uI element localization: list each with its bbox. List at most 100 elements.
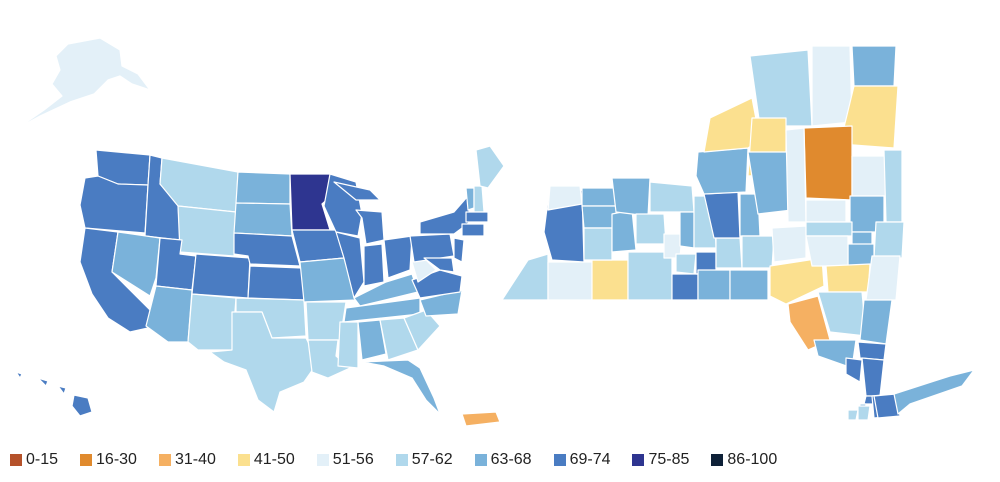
ny-county-kings: [857, 405, 871, 421]
ny-county-chemung: [671, 273, 699, 301]
state-mississippi: [337, 321, 359, 369]
ny-county-schuyler: [675, 253, 697, 275]
state-nebraska: [233, 232, 301, 267]
ny-county-putnam: [857, 341, 887, 361]
choropleth-map: [15, 37, 975, 427]
state-indiana: [363, 243, 385, 287]
legend-swatch: [10, 454, 22, 466]
state-colorado: [191, 253, 251, 299]
ny-county-allegany: [591, 259, 629, 301]
legend-item: 69-74: [553, 451, 611, 469]
legend-label: 16-30: [96, 451, 137, 468]
state-alaska: [17, 37, 151, 129]
state-north-dakota: [235, 171, 291, 205]
ny-county-washington: [883, 149, 903, 223]
ny-county-warren: [851, 155, 889, 197]
state-louisiana: [307, 339, 351, 379]
ny-county-monroe: [611, 177, 651, 217]
legend-item: 86-100: [711, 451, 777, 469]
legend-swatch: [632, 454, 645, 466]
state-new-mexico: [187, 293, 237, 351]
ny-counties-layer: [501, 45, 975, 421]
ny-county-essex: [839, 85, 899, 149]
state-puerto-rico: [461, 411, 501, 427]
ny-county-broome: [729, 269, 769, 301]
state-wyoming: [177, 205, 237, 257]
state-ohio: [383, 235, 413, 279]
state-florida: [361, 359, 441, 415]
state-massachusetts: [465, 211, 489, 223]
legend-item: 57-62: [395, 451, 453, 469]
legend-item: 63-68: [474, 451, 532, 469]
legend-swatch: [395, 454, 408, 466]
us-states-layer: [15, 37, 505, 427]
ny-county-wayne: [649, 181, 695, 213]
legend-swatch: [553, 454, 566, 466]
ny-county-suffolk: [893, 369, 975, 415]
ny-county-richmond: [847, 409, 859, 421]
legend-swatch: [158, 454, 171, 466]
state-wisconsin: [323, 173, 363, 237]
legend: 0-15 16-30 31-40 41-50 51-56 57-62 63-68 69-74 7…: [10, 448, 799, 472]
legend-item: 0-15: [10, 451, 58, 469]
state-vermont: [465, 187, 475, 211]
ny-county-montgomery: [805, 221, 853, 237]
ny-county-westchester: [861, 357, 885, 397]
ny-county-wyoming: [583, 227, 613, 261]
ny-county-orleans: [581, 187, 619, 207]
state-maryland-delaware: [423, 257, 455, 273]
legend-item: 31-40: [158, 451, 216, 469]
state-michigan: [333, 181, 385, 245]
legend-label: 86-100: [727, 451, 778, 468]
state-new-jersey: [453, 237, 465, 263]
legend-item: 16-30: [80, 451, 137, 469]
state-maine: [475, 145, 505, 189]
legend-label: 31-40: [174, 451, 216, 468]
state-oregon: [79, 175, 149, 234]
ny-county-dutchess: [859, 299, 893, 345]
legend-swatch: [316, 454, 329, 466]
ny-county-steuben: [627, 251, 673, 301]
legend-item: 75-85: [632, 451, 689, 469]
ny-county-greene: [825, 263, 871, 293]
state-kansas: [247, 265, 305, 301]
legend-label: 63-68: [490, 451, 532, 468]
state-south-dakota: [233, 202, 293, 237]
ny-county-franklin: [811, 45, 853, 127]
ny-county-otsego: [771, 225, 807, 263]
legend-item: 41-50: [237, 451, 295, 469]
ny-county-clinton: [851, 45, 897, 87]
legend-swatch: [711, 454, 724, 466]
ny-county-herkimer: [785, 127, 807, 223]
legend-label: 0-15: [26, 451, 59, 468]
legend-item: 51-56: [316, 451, 374, 469]
legend-label: 41-50: [253, 451, 295, 468]
ny-county-chautauqua: [501, 253, 549, 301]
ny-county-livingston: [611, 209, 637, 253]
ny-county-cattaraugus: [547, 261, 593, 301]
state-iowa: [291, 229, 345, 263]
ny-county-cortland: [715, 237, 743, 269]
legend-swatch: [237, 454, 250, 466]
ny-county-ontario: [635, 213, 667, 245]
state-new-hampshire: [473, 185, 485, 213]
ny-county-schoharie: [805, 235, 849, 267]
state-connecticut-rhode-island: [461, 223, 485, 237]
legend-label: 75-85: [648, 451, 690, 468]
ny-county-oswego: [695, 147, 749, 195]
legend-label: 57-62: [411, 451, 453, 468]
state-south-carolina: [403, 309, 441, 351]
state-arizona: [145, 285, 193, 343]
state-texas: [209, 311, 319, 413]
legend-swatch: [474, 454, 487, 466]
state-alabama: [357, 319, 387, 361]
state-illinois: [335, 231, 365, 299]
ny-county-chenango: [741, 235, 775, 269]
ny-county-columbia: [865, 255, 901, 301]
legend-label: 69-74: [569, 451, 611, 468]
ny-county-seneca: [679, 211, 695, 249]
ny-county-fulton: [805, 199, 847, 223]
legend-label: 51-56: [332, 451, 374, 468]
state-nevada: [111, 231, 161, 297]
ny-county-nassau: [873, 393, 901, 419]
